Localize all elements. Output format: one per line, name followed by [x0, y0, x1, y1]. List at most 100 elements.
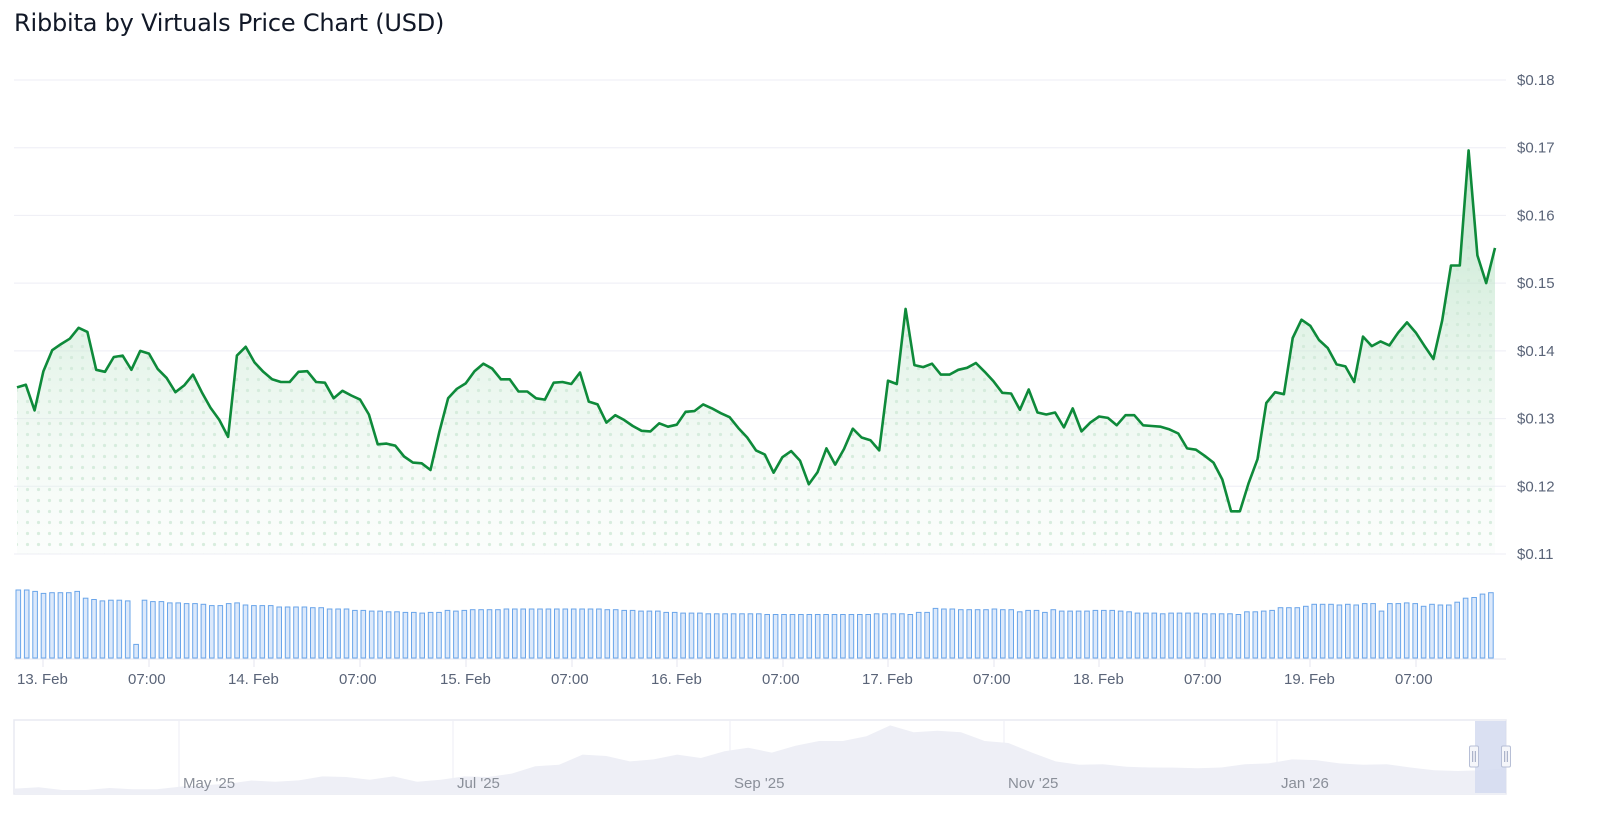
volume-bar [739, 613, 745, 659]
volume-bar [932, 607, 939, 659]
volume-bar [1361, 603, 1368, 659]
volume-bar [124, 600, 131, 659]
volume-bar [831, 614, 838, 659]
volume-bar [1025, 609, 1031, 659]
volume-bar [730, 613, 737, 659]
volume-bar [1067, 610, 1073, 659]
volume-bar [326, 608, 333, 659]
volume-bar [242, 604, 249, 659]
volume-bar [167, 602, 173, 659]
x-tick-label: 16. Feb [651, 671, 702, 688]
volume-bar [343, 608, 350, 659]
volume-bar [284, 606, 291, 659]
volume-bar [512, 608, 518, 659]
volume-bar [394, 611, 400, 659]
volume-bar [200, 603, 207, 659]
volume-bar [604, 609, 611, 659]
volume-bar [259, 605, 266, 659]
volume-bar [991, 608, 998, 659]
navigator-left-handle[interactable] [1469, 745, 1479, 768]
navigator-right-handle[interactable] [1501, 745, 1511, 768]
volume-bar [1269, 609, 1275, 659]
volume-bar [427, 611, 434, 659]
volume-bar [1075, 610, 1082, 659]
volume-bar [1446, 604, 1452, 659]
volume-bar [579, 608, 585, 659]
y-tick-label: $0.18 [1517, 72, 1555, 89]
x-tick-label: 14. Feb [228, 671, 279, 688]
navigator-selection[interactable] [1475, 721, 1506, 793]
navigator-area [15, 725, 1505, 793]
volume-bar [91, 599, 97, 659]
volume-bar [562, 608, 569, 659]
volume-bar [444, 609, 451, 659]
volume-bar [781, 614, 787, 659]
volume-bar [974, 609, 981, 659]
volume-bar [1454, 601, 1461, 659]
volume-bar [1084, 610, 1090, 659]
volume-bar [453, 610, 459, 659]
navigator[interactable]: May '25 Jul '25 Sep '25 Nov '25 Jan '26 [13, 719, 1511, 795]
volume-bar [310, 607, 316, 659]
navigator-tick-label: Jul '25 [457, 775, 500, 792]
volume-bar [520, 608, 527, 659]
volume-bar [368, 610, 375, 659]
volume-bar [1471, 597, 1477, 659]
volume-bar [587, 608, 594, 659]
volume-bar [671, 611, 678, 659]
volume-bar [983, 609, 989, 659]
volume-bar [1303, 605, 1309, 659]
volume-bar [1336, 604, 1343, 659]
navigator-tick-label: May '25 [183, 775, 235, 792]
x-tick-label: 07:00 [973, 671, 1011, 688]
x-tick-label: 07:00 [339, 671, 377, 688]
volume-bar [360, 609, 367, 659]
volume-bar [814, 614, 821, 659]
area-dot-pattern [17, 150, 1495, 554]
volume-bar [1050, 609, 1057, 659]
volume-bar [596, 608, 602, 659]
volume-bar [764, 614, 771, 659]
volume-bar [495, 609, 501, 659]
volume-bar [276, 606, 282, 659]
volume-bar [74, 590, 81, 659]
volume-bar [192, 603, 198, 659]
volume-bar [798, 614, 804, 659]
volume-bar [377, 610, 383, 659]
volume-bar [141, 599, 148, 659]
volume-bar [823, 614, 829, 659]
volume-bar [1151, 612, 1158, 659]
y-tick-label: $0.13 [1517, 411, 1555, 428]
volume-bar [1286, 607, 1292, 659]
navigator-tick-label: Sep '25 [734, 775, 784, 792]
volume-bar [663, 611, 670, 659]
volume-bar [1008, 609, 1015, 659]
volume-bar [1109, 609, 1116, 659]
price-line[interactable] [16, 149, 1497, 513]
volume-bar [419, 612, 425, 659]
y-tick-label: $0.12 [1517, 478, 1555, 495]
y-tick-label: $0.11 [1517, 546, 1553, 563]
volume-bar [688, 612, 695, 659]
x-tick-label: 07:00 [1395, 671, 1433, 688]
volume-bar [503, 608, 510, 659]
x-tick-label: 15. Feb [440, 671, 491, 688]
volume-bar [806, 614, 813, 659]
volume-bar [150, 601, 156, 659]
volume-bar [469, 609, 476, 659]
volume-bar [747, 613, 754, 659]
volume-bar [915, 611, 922, 659]
volume-bar [1395, 603, 1402, 659]
volume-bar [570, 608, 577, 659]
volume-bar [848, 614, 855, 659]
volume-bar [1387, 603, 1393, 659]
volume-bar [789, 614, 796, 659]
volume-bar [1328, 603, 1334, 659]
x-tick-label: 07:00 [551, 671, 589, 688]
volume-bar [655, 610, 661, 659]
volume-bar [486, 609, 493, 659]
volume-bar [1370, 603, 1376, 659]
volume-bar [1033, 609, 1040, 659]
volume-bar [40, 592, 47, 659]
